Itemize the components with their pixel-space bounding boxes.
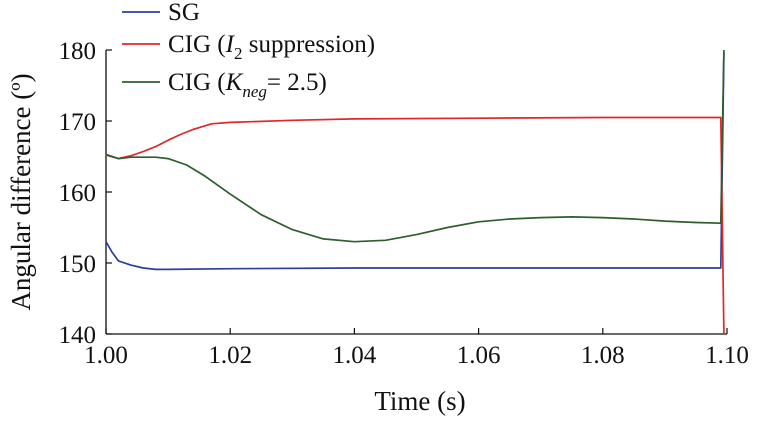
x-tick-label: 1.00	[84, 342, 128, 369]
x-tick-label: 1.10	[705, 342, 749, 369]
series-line-3	[105, 49, 725, 243]
y-axis-label: Angular difference (º)	[6, 73, 36, 310]
legend: SG CIG (I2 suppression) CIG (Kneg= 2.5)	[122, 0, 375, 101]
x-tick-label: 1.04	[333, 342, 377, 369]
x-tick-label: 1.08	[581, 342, 625, 369]
ticks: 1.00 1.02 1.04 1.06 1.08 1.10 140 150 160 170 180	[59, 38, 749, 369]
series-line-1	[105, 53, 725, 271]
y-tick-label: 150	[59, 251, 97, 278]
legend-entry: SG	[168, 0, 200, 26]
y-tick-label: 170	[59, 109, 97, 136]
series-line-2	[105, 116, 725, 335]
legend-entry: CIG (I2 suppression)	[168, 31, 375, 63]
y-tick-label: 180	[59, 38, 97, 65]
x-axis-label: Time (s)	[374, 386, 465, 416]
y-tick-label: 140	[59, 322, 97, 349]
legend-entry: CIG (Kneg= 2.5)	[168, 69, 327, 101]
series-layer	[105, 49, 725, 335]
y-tick-label: 160	[59, 180, 97, 207]
x-tick-label: 1.02	[208, 342, 252, 369]
x-tick-label: 1.06	[457, 342, 501, 369]
